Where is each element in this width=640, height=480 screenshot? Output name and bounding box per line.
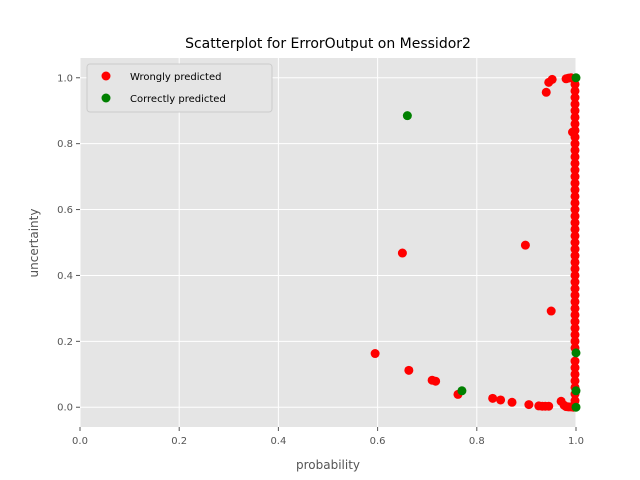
point-wrongly-predicted xyxy=(570,205,580,215)
legend: Wrongly predicted Correctly predicted xyxy=(86,63,273,113)
point-wrongly-predicted xyxy=(570,165,580,175)
point-wrongly-predicted xyxy=(570,99,580,109)
y-tick-label: 0.6 xyxy=(57,205,73,216)
legend-box xyxy=(86,63,273,113)
x-tick-label: 0.4 xyxy=(270,436,286,447)
y-tick-label: 1.0 xyxy=(57,73,73,84)
point-wrongly-predicted xyxy=(570,224,580,234)
point-wrongly-predicted xyxy=(570,264,580,274)
point-wrongly-predicted xyxy=(570,284,580,294)
point-correctly-predicted xyxy=(571,73,581,83)
point-wrongly-predicted xyxy=(570,178,580,188)
point-wrongly-predicted xyxy=(397,248,407,258)
point-wrongly-predicted xyxy=(431,376,441,386)
point-wrongly-predicted xyxy=(570,79,580,89)
y-tick-label: 0.8 xyxy=(57,139,73,150)
point-wrongly-predicted xyxy=(570,257,580,267)
plot-background xyxy=(80,58,576,427)
point-wrongly-predicted xyxy=(570,185,580,195)
point-wrongly-predicted xyxy=(370,349,380,359)
point-wrongly-predicted xyxy=(570,238,580,247)
point-wrongly-predicted xyxy=(570,86,580,96)
point-wrongly-predicted xyxy=(570,303,580,313)
point-wrongly-predicted xyxy=(570,310,580,320)
point-wrongly-predicted xyxy=(488,393,498,403)
x-axis-label: probability xyxy=(296,458,360,472)
x-tick-label: 0.6 xyxy=(370,436,386,447)
point-wrongly-predicted xyxy=(570,270,580,280)
point-wrongly-predicted xyxy=(547,74,557,84)
point-wrongly-predicted xyxy=(570,158,580,168)
legend-marker-correctly-predicted xyxy=(101,93,111,103)
point-wrongly-predicted xyxy=(570,251,580,261)
point-wrongly-predicted xyxy=(570,369,580,379)
point-wrongly-predicted xyxy=(570,139,580,149)
point-wrongly-predicted xyxy=(570,106,580,116)
point-wrongly-predicted xyxy=(570,376,580,386)
point-wrongly-predicted xyxy=(570,396,580,406)
point-wrongly-predicted xyxy=(570,132,580,142)
point-correctly-predicted xyxy=(402,111,412,121)
y-tick-label: 0.2 xyxy=(57,337,73,348)
data-points xyxy=(370,73,581,412)
x-tick-label: 1.0 xyxy=(568,436,584,447)
point-wrongly-predicted xyxy=(570,145,580,155)
point-wrongly-predicted xyxy=(546,306,556,316)
legend-label-wrongly-predicted: Wrongly predicted xyxy=(130,72,221,83)
legend-label-correctly-predicted: Correctly predicted xyxy=(130,94,226,105)
y-tick-label: 0.0 xyxy=(57,403,73,414)
point-wrongly-predicted xyxy=(570,191,580,201)
point-wrongly-predicted xyxy=(570,93,580,103)
point-wrongly-predicted xyxy=(570,218,580,228)
point-wrongly-predicted xyxy=(570,244,580,254)
point-wrongly-predicted xyxy=(570,231,580,241)
point-wrongly-predicted xyxy=(570,211,580,221)
x-tick-label: 0.8 xyxy=(469,436,485,447)
point-wrongly-predicted xyxy=(570,363,580,373)
point-wrongly-predicted xyxy=(507,397,517,407)
x-axis-ticks: 0.0 0.2 0.4 0.6 0.8 1.0 xyxy=(72,427,584,447)
point-wrongly-predicted xyxy=(570,290,580,300)
point-correctly-predicted xyxy=(571,402,581,412)
point-wrongly-predicted xyxy=(570,172,580,182)
point-correctly-predicted xyxy=(457,386,467,396)
y-tick-label: 0.4 xyxy=(57,271,73,282)
x-tick-label: 0.2 xyxy=(171,436,187,447)
point-wrongly-predicted xyxy=(570,323,580,333)
point-wrongly-predicted xyxy=(570,198,580,208)
point-wrongly-predicted xyxy=(570,330,580,340)
point-wrongly-predicted xyxy=(570,356,580,366)
point-wrongly-predicted xyxy=(570,277,580,287)
point-wrongly-predicted xyxy=(541,87,551,97)
point-wrongly-predicted xyxy=(570,125,580,135)
point-wrongly-predicted xyxy=(570,112,580,122)
point-wrongly-predicted xyxy=(496,395,506,405)
point-wrongly-predicted xyxy=(570,297,580,307)
y-axis-label: uncertainty xyxy=(27,209,41,278)
point-wrongly-predicted xyxy=(570,317,580,327)
point-wrongly-predicted xyxy=(404,365,414,375)
point-wrongly-predicted xyxy=(570,119,580,129)
point-wrongly-predicted xyxy=(544,401,554,411)
x-tick-label: 0.0 xyxy=(72,436,88,447)
y-axis-ticks: 0.0 0.2 0.4 0.6 0.8 1.0 xyxy=(57,73,80,414)
point-wrongly-predicted xyxy=(520,240,530,250)
legend-marker-wrongly-predicted xyxy=(101,71,111,81)
point-correctly-predicted xyxy=(571,386,581,396)
point-wrongly-predicted xyxy=(524,400,534,410)
point-wrongly-predicted xyxy=(570,152,580,162)
chart-title: Scatterplot for ErrorOutput on Messidor2 xyxy=(185,36,471,52)
point-correctly-predicted xyxy=(571,348,581,358)
point-wrongly-predicted xyxy=(570,336,580,346)
